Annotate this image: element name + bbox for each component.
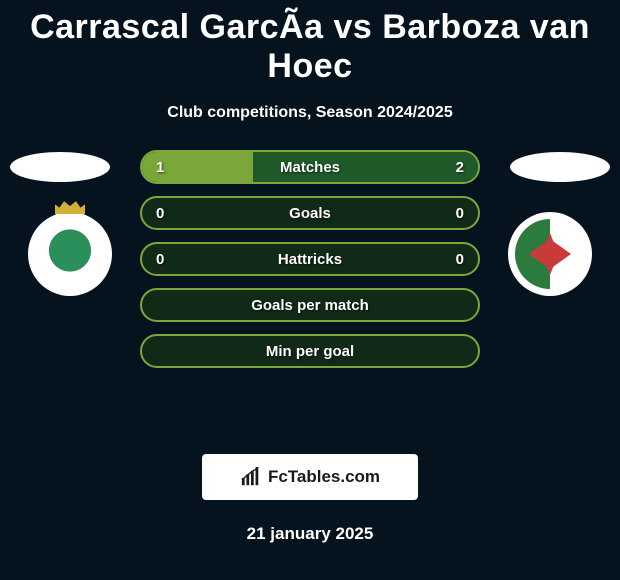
stat-value-right: 0 bbox=[456, 251, 464, 268]
stat-bars: 1 2 Matches 0 0 Goals 0 0 Hattricks Goals per mat… bbox=[140, 150, 480, 380]
stat-label: Matches bbox=[280, 159, 340, 176]
player-right-ellipse bbox=[510, 152, 610, 182]
team-right-crest bbox=[500, 212, 600, 296]
stat-label: Goals bbox=[289, 205, 331, 222]
stat-label: Min per goal bbox=[266, 343, 354, 360]
stat-row: Goals per match bbox=[140, 288, 480, 322]
chart-icon bbox=[240, 467, 262, 487]
attribution-badge: FcTables.com bbox=[202, 454, 418, 500]
stat-value-left: 1 bbox=[156, 159, 164, 176]
stat-row: 0 0 Goals bbox=[140, 196, 480, 230]
stat-label: Hattricks bbox=[278, 251, 342, 268]
stat-value-left: 0 bbox=[156, 205, 164, 222]
stat-value-right: 2 bbox=[456, 159, 464, 176]
stat-value-left: 0 bbox=[156, 251, 164, 268]
comparison-panel: 1 2 Matches 0 0 Goals 0 0 Hattricks Goals per mat… bbox=[0, 150, 620, 450]
page-title: Carrascal GarcÃ­a vs Barboza van Hoec bbox=[0, 0, 620, 86]
attribution-text: FcTables.com bbox=[268, 467, 380, 487]
stat-label: Goals per match bbox=[251, 297, 369, 314]
team-left-crest bbox=[20, 212, 120, 296]
date-label: 21 january 2025 bbox=[0, 524, 620, 544]
stat-value-right: 0 bbox=[456, 205, 464, 222]
player-left-ellipse bbox=[10, 152, 110, 182]
subtitle: Club competitions, Season 2024/2025 bbox=[0, 104, 620, 122]
stat-row: 0 0 Hattricks bbox=[140, 242, 480, 276]
stat-row: Min per goal bbox=[140, 334, 480, 368]
stat-row: 1 2 Matches bbox=[140, 150, 480, 184]
